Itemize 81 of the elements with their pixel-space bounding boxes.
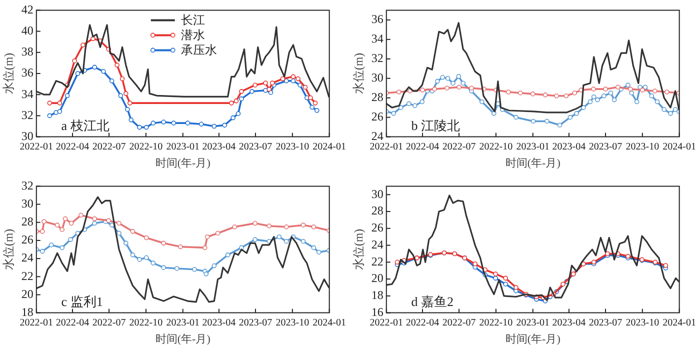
y-tick-label: 24 bbox=[21, 250, 34, 265]
y-tick-label: 34 bbox=[371, 32, 384, 46]
x-tick-label: 2023-04 bbox=[202, 141, 236, 152]
x-tick-label: 2023-10 bbox=[276, 141, 310, 152]
x-tick-label: 2022-01 bbox=[370, 141, 404, 152]
x-tick-label: 2022-07 bbox=[442, 141, 476, 152]
y-tick-label: 26 bbox=[21, 232, 34, 247]
y-tick-label: 18 bbox=[21, 304, 34, 319]
x-tick-label: 2023-01 bbox=[166, 317, 200, 328]
x-tick-label: 2022-07 bbox=[442, 317, 476, 328]
y-tick-label: 22 bbox=[21, 268, 34, 283]
y-tick-label: 30 bbox=[371, 186, 384, 201]
x-axis-title: 时间(年-月) bbox=[155, 332, 211, 346]
x-axis-title: 时间(年-月) bbox=[505, 332, 561, 346]
x-tick-label: 2022-10 bbox=[479, 141, 513, 152]
y-tick-label: 40 bbox=[21, 23, 34, 38]
x-tick-label: 2023-01 bbox=[516, 141, 550, 152]
x-tick-label: 2023-07 bbox=[588, 317, 622, 328]
y-tick-label: 32 bbox=[21, 108, 34, 122]
x-tick-label: 2024-01 bbox=[312, 141, 346, 152]
y-tick-label: 32 bbox=[371, 51, 384, 66]
x-tick-label: 2023-01 bbox=[166, 141, 200, 152]
x-axis-title: 时间(年-月) bbox=[505, 156, 561, 170]
x-tick-label: 2023-07 bbox=[588, 141, 622, 152]
y-tick-label: 30 bbox=[21, 196, 34, 210]
y-tick-label: 24 bbox=[371, 128, 384, 143]
x-tick-label: 2022-07 bbox=[92, 141, 126, 152]
x-tick-label: 2022-04 bbox=[56, 317, 90, 328]
y-tick-label: 36 bbox=[21, 66, 34, 80]
x-tick-label: 2022-01 bbox=[370, 317, 404, 328]
y-tick-label: 42 bbox=[21, 2, 34, 16]
x-axis-title: 时间(年-月) bbox=[155, 156, 211, 170]
x-tick-label: 2023-10 bbox=[276, 317, 310, 328]
x-tick-label: 2022-10 bbox=[129, 317, 163, 328]
x-tick-label: 2022-04 bbox=[406, 317, 440, 328]
x-tick-label: 2022-01 bbox=[20, 317, 54, 328]
y-tick-label: 20 bbox=[21, 286, 34, 301]
y-tick-label: 28 bbox=[371, 90, 384, 104]
annotation: a 枝江北 bbox=[61, 118, 110, 133]
x-tick-label: 2024-01 bbox=[312, 317, 346, 328]
y-tick-label: 28 bbox=[21, 214, 34, 229]
x-tick-label: 2023-07 bbox=[238, 317, 272, 328]
x-tick-label: 2023-04 bbox=[202, 317, 236, 328]
y-tick-label: 38 bbox=[21, 44, 34, 59]
x-tick-label: 2024-01 bbox=[662, 317, 696, 328]
y-tick-label: 30 bbox=[21, 128, 34, 143]
y-tick-label: 22 bbox=[371, 254, 384, 268]
y-tick-label: 20 bbox=[371, 271, 384, 286]
x-tick-label: 2023-10 bbox=[626, 317, 660, 328]
legend-label: 承压水 bbox=[180, 43, 217, 58]
annotation: b 江陵北 bbox=[411, 118, 460, 133]
y-tick-label: 26 bbox=[371, 109, 384, 124]
y-tick-label: 34 bbox=[21, 86, 34, 101]
x-tick-label: 2023-04 bbox=[552, 317, 586, 328]
y-tick-label: 32 bbox=[21, 178, 34, 192]
y-tick-label: 36 bbox=[371, 12, 384, 26]
x-tick-label: 2022-04 bbox=[406, 141, 440, 152]
y-axis-title: 水位(m) bbox=[1, 52, 16, 94]
annotation: c 监利1 bbox=[61, 294, 103, 309]
x-tick-label: 2023-07 bbox=[238, 141, 272, 152]
y-tick-label: 16 bbox=[371, 304, 384, 319]
y-axis-title: 水位(m) bbox=[1, 228, 16, 270]
x-tick-label: 2023-04 bbox=[552, 141, 586, 152]
y-axis-title: 水位(m) bbox=[351, 52, 366, 94]
x-tick-label: 2022-04 bbox=[56, 141, 90, 152]
x-tick-label: 2022-07 bbox=[92, 317, 126, 328]
x-tick-label: 2023-01 bbox=[516, 317, 550, 328]
annotation: d 嘉鱼2 bbox=[411, 294, 454, 309]
x-tick-label: 2022-01 bbox=[20, 141, 54, 152]
legend-label: 长江 bbox=[180, 13, 205, 28]
y-tick-label: 30 bbox=[371, 70, 384, 85]
legend-label: 潜水 bbox=[180, 28, 205, 42]
x-tick-label: 2022-10 bbox=[129, 141, 163, 152]
x-tick-label: 2023-10 bbox=[626, 141, 660, 152]
x-tick-label: 2022-10 bbox=[479, 317, 513, 328]
y-tick-label: 26 bbox=[371, 220, 384, 235]
y-tick-label: 28 bbox=[371, 204, 384, 218]
y-tick-label: 24 bbox=[371, 237, 384, 252]
y-axis-title: 水位(m) bbox=[351, 228, 366, 270]
x-tick-label: 2024-01 bbox=[662, 141, 696, 152]
y-tick-label: 18 bbox=[371, 288, 384, 302]
